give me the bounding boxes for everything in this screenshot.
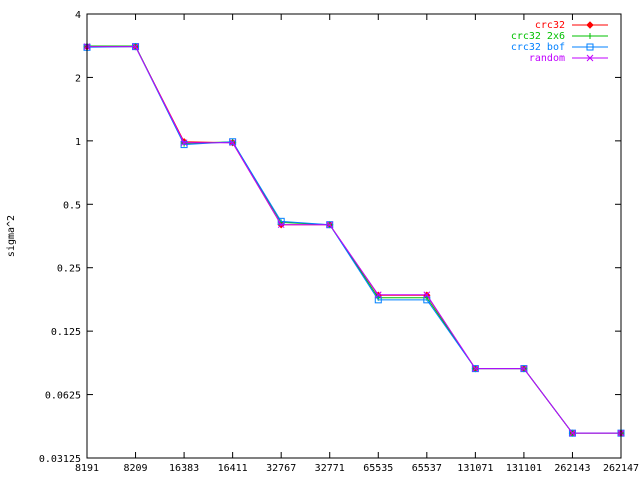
x-tick-label: 131071 [457,463,493,474]
x-tick-label: 65537 [412,463,442,474]
x-tick-label: 32771 [315,463,345,474]
x-tick-label: 262147 [603,463,639,474]
x-tick-label: 32767 [266,463,296,474]
data-point [229,139,236,147]
y-axis-label: sigma^2 [6,215,17,257]
y-tick-label: 4 [75,10,81,21]
y-tick-label: 0.03125 [39,454,81,465]
legend-marker [586,43,594,51]
series-random [83,43,625,437]
series-layer [83,42,625,437]
series-crc32-2x6 [84,42,624,437]
legend-marker [586,54,594,62]
data-point [180,139,188,147]
x-tick-label: 262143 [554,463,590,474]
x-tick-label: 16411 [218,463,248,474]
y-tick-label: 2 [75,73,81,84]
data-point [132,43,139,50]
legend-marker [587,33,593,39]
y-tick-label: 0.125 [51,327,81,338]
y-tick-label: 0.25 [57,264,81,275]
x-tick-label: 8191 [75,463,99,474]
legend-marker [586,21,594,29]
series-crc32 [83,42,625,437]
data-point [423,291,431,299]
x-ticks: 8191 8209 16383 16411 32767 32771 65535 65537 13… [75,14,639,474]
y-ticks: 0.03125 0.0625 0.125 0.25 0.5 1 2 4 [39,10,621,465]
data-point [326,221,334,229]
y-tick-label: 0.5 [63,200,81,211]
series-line [87,46,621,434]
data-point [569,429,576,437]
data-point [277,221,285,229]
data-point [520,365,528,372]
x-tick-label: 16383 [169,463,199,474]
data-point [374,296,382,304]
y-tick-label: 1 [75,137,81,148]
legend-label: crc32 bof [511,42,565,53]
legend-label: crc32 2x6 [511,31,565,42]
data-point [180,141,188,149]
x-tick-label: 8209 [123,463,147,474]
legend-label: crc32 [535,20,565,31]
series-line [87,45,621,434]
data-point [374,291,382,299]
series-line [87,46,621,434]
series-crc32-bof [83,43,625,437]
plot-frame [86,13,622,459]
legend-label: random [529,53,565,64]
data-point [472,365,479,372]
data-point [229,138,237,146]
x-tick-label: 65535 [363,463,393,474]
x-tick-label: 131101 [506,463,542,474]
series-line [86,46,621,434]
y-tick-label: 0.0625 [45,391,81,402]
